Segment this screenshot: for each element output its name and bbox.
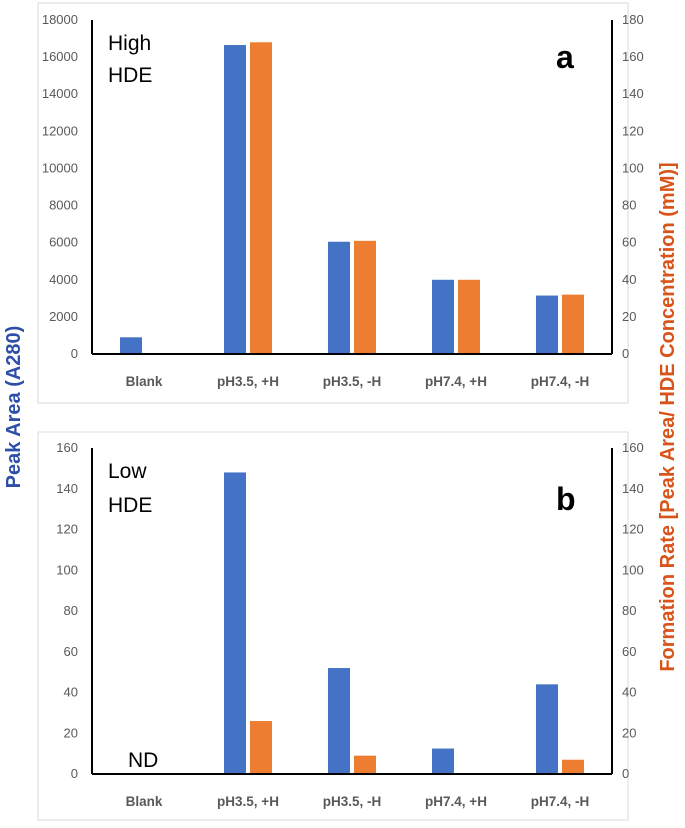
right-tick-label: 80: [622, 603, 636, 618]
panel-a-letter: a: [556, 39, 574, 75]
formation-rate-bar: [354, 755, 376, 774]
right-tick-label: 140: [622, 86, 644, 101]
peak-area-bar: [536, 295, 558, 354]
peak-area-bar: [328, 668, 350, 774]
left-tick-label: 8000: [49, 198, 78, 213]
formation-rate-bar: [562, 294, 584, 354]
panel-a-right-axis: 0 20 40 60 80 100 120 140 160 180: [622, 12, 644, 361]
right-tick-label: 120: [622, 123, 644, 138]
panel-b-nd-label: ND: [128, 749, 158, 772]
right-tick-label: 160: [622, 440, 644, 455]
panel-b-right-axis: 0 20 40 60 80 100 120 140 160: [622, 440, 644, 781]
panel-a-left-axis: 0 2000 4000 6000 8000 10000 12000 14000 16000 180…: [42, 12, 78, 361]
right-tick-label: 40: [622, 272, 636, 287]
formation-rate-bar: [250, 721, 272, 774]
left-tick-label: 120: [56, 522, 78, 537]
right-tick-label: 20: [622, 309, 636, 324]
panel-b-chart: 0 20 40 60 80 100 120 140 160 0 20 40 60 80 100 120 140…: [37, 431, 644, 821]
left-y-axis-title: Peak Area (A280): [3, 326, 25, 489]
right-tick-label: 0: [622, 346, 629, 361]
right-y-axis-title: Formation Rate [Peak Area/ HDE Concentra…: [657, 162, 679, 671]
panel-a-categories: Blank pH3.5, +H pH3.5, -H pH7.4, +H pH7.4, -…: [126, 374, 590, 389]
left-tick-label: 20: [64, 725, 78, 740]
category-label: pH7.4, -H: [531, 374, 590, 389]
left-tick-label: 4000: [49, 272, 78, 287]
right-tick-label: 20: [622, 725, 636, 740]
panel-a-note-line-2: HDE: [108, 64, 152, 87]
category-label: pH7.4, +H: [425, 794, 487, 809]
left-tick-label: 2000: [49, 309, 78, 324]
category-label: Blank: [126, 794, 163, 809]
peak-area-bar: [536, 684, 558, 774]
right-tick-label: 100: [622, 562, 644, 577]
left-tick-label: 0: [71, 346, 78, 361]
left-tick-label: 16000: [42, 49, 78, 64]
formation-rate-bar: [250, 42, 272, 355]
right-tick-label: 0: [622, 766, 629, 781]
category-label: pH3.5, +H: [217, 794, 279, 809]
category-label: pH3.5, -H: [323, 374, 382, 389]
panel-b-left-axis: 0 20 40 60 80 100 120 140 160: [56, 440, 78, 781]
formation-rate-bar: [458, 279, 480, 354]
left-tick-label: 6000: [49, 235, 78, 250]
peak-area-bar: [120, 337, 142, 354]
peak-area-bar: [432, 279, 454, 354]
right-tick-label: 120: [622, 522, 644, 537]
peak-area-bar: [224, 45, 246, 355]
category-label: pH3.5, -H: [323, 794, 382, 809]
panel-b-note-line-2: HDE: [108, 494, 152, 517]
left-tick-label: 40: [64, 685, 78, 700]
left-tick-label: 0: [71, 766, 78, 781]
right-tick-label: 140: [622, 481, 644, 496]
left-tick-label: 60: [64, 644, 78, 659]
left-tick-label: 160: [56, 440, 78, 455]
panel-b-bars: [224, 472, 584, 774]
category-label: pH3.5, +H: [217, 374, 279, 389]
left-tick-label: 18000: [42, 12, 78, 27]
panel-a-chart: 0 2000 4000 6000 8000 10000 12000 14000 16000 180…: [37, 2, 644, 404]
panel-b-categories: Blank pH3.5, +H pH3.5, -H pH7.4, +H pH7.4, -…: [126, 794, 590, 809]
right-tick-label: 100: [622, 160, 644, 175]
peak-area-bar: [432, 748, 454, 774]
right-tick-label: 60: [622, 644, 636, 659]
left-tick-label: 80: [64, 603, 78, 618]
left-tick-label: 100: [56, 562, 78, 577]
right-tick-label: 180: [622, 12, 644, 27]
peak-area-bar: [224, 472, 246, 774]
right-tick-label: 80: [622, 198, 636, 213]
panel-b-note-line-1: Low: [108, 460, 147, 483]
panel-a-note-line-1: High: [108, 32, 151, 55]
panel-b-letter: b: [556, 481, 576, 517]
formation-rate-bar: [354, 240, 376, 354]
panel-a-bars: [120, 42, 584, 355]
right-tick-label: 60: [622, 235, 636, 250]
category-label: Blank: [126, 374, 163, 389]
right-tick-label: 160: [622, 49, 644, 64]
right-tick-label: 40: [622, 685, 636, 700]
peak-area-bar: [328, 241, 350, 354]
left-tick-label: 10000: [42, 160, 78, 175]
category-label: pH7.4, +H: [425, 374, 487, 389]
formation-rate-bar: [562, 759, 584, 774]
left-tick-label: 140: [56, 481, 78, 496]
left-tick-label: 12000: [42, 123, 78, 138]
category-label: pH7.4, -H: [531, 794, 590, 809]
left-tick-label: 14000: [42, 86, 78, 101]
